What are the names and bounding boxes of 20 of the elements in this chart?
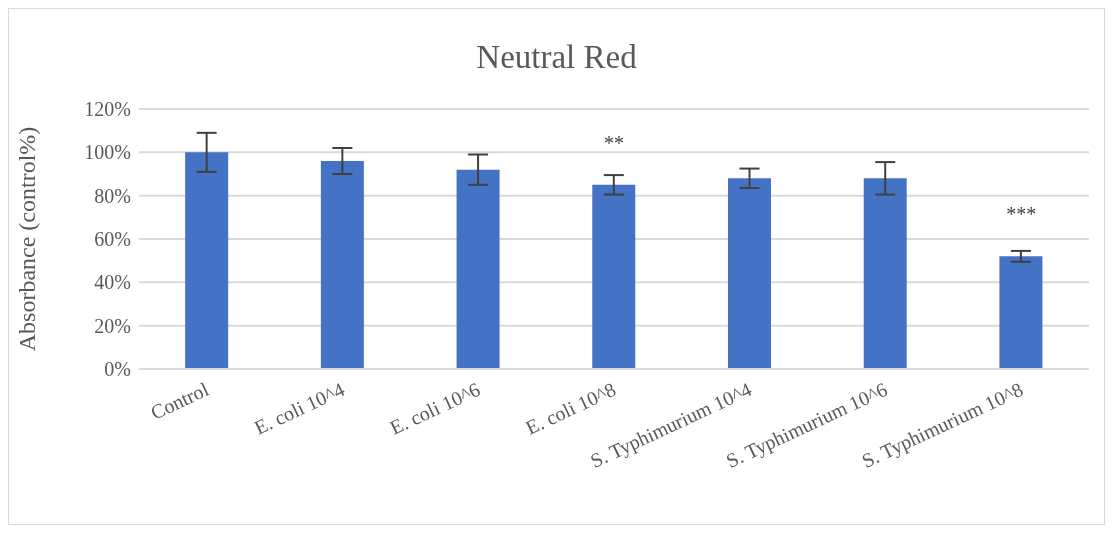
- bar: [592, 184, 636, 369]
- y-tick-label: 20%: [94, 314, 131, 337]
- annotation: **: [604, 131, 624, 154]
- y-axis-title: Absorbance (control%): [13, 126, 40, 352]
- y-tick-label: 60%: [94, 228, 131, 251]
- y-tick-label: 120%: [84, 98, 131, 121]
- bar: [999, 256, 1043, 369]
- chart-title: Neutral Red: [475, 39, 638, 76]
- bar: [185, 152, 229, 369]
- x-tick-label: E. coli 10^4: [250, 377, 348, 439]
- x-tick-label: E. coli 10^6: [386, 377, 484, 439]
- y-tick-label: 100%: [84, 141, 131, 164]
- annotation: ***: [1006, 203, 1037, 226]
- bar: [456, 169, 500, 369]
- bar: [728, 178, 771, 369]
- y-tick-label: 40%: [94, 271, 131, 294]
- y-tick-label: 0%: [104, 358, 131, 381]
- y-tick-label: 80%: [94, 184, 131, 207]
- bar: [863, 178, 907, 369]
- bar: [320, 161, 364, 369]
